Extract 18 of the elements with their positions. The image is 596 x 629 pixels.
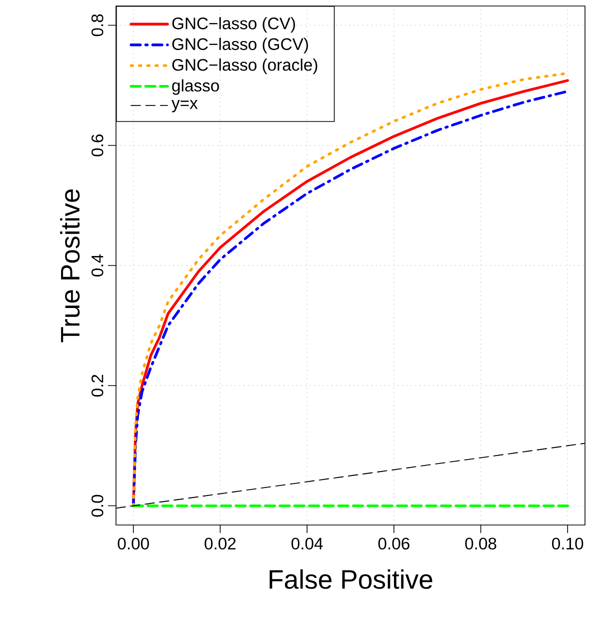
x-tick-label: 0.10	[552, 538, 584, 550]
x-tick-label: 0.08	[465, 538, 496, 550]
legend-label: y=x	[172, 100, 198, 112]
legend-label: GNC−lasso (GCV)	[172, 38, 308, 54]
x-tick-label: 0.00	[118, 538, 149, 550]
y-tick-label: 0.4	[91, 254, 104, 276]
x-tick-label: 0.06	[378, 538, 410, 550]
y-tick-label: 0.8	[91, 14, 104, 36]
legend-label: GNC−lasso (oracle)	[172, 58, 318, 74]
legend-label: glasso	[172, 79, 219, 95]
y-tick-label: 0.2	[91, 374, 104, 397]
y-axis-title: True Positive	[60, 189, 80, 342]
x-axis-title: False Positive	[270, 569, 432, 589]
x-tick-label: 0.04	[291, 538, 323, 550]
y-tick-label: 0.0	[91, 494, 104, 517]
y-tick-label: 0.6	[91, 134, 104, 156]
x-tick-label: 0.02	[204, 538, 236, 550]
legend-label: GNC−lasso (CV)	[172, 17, 295, 33]
